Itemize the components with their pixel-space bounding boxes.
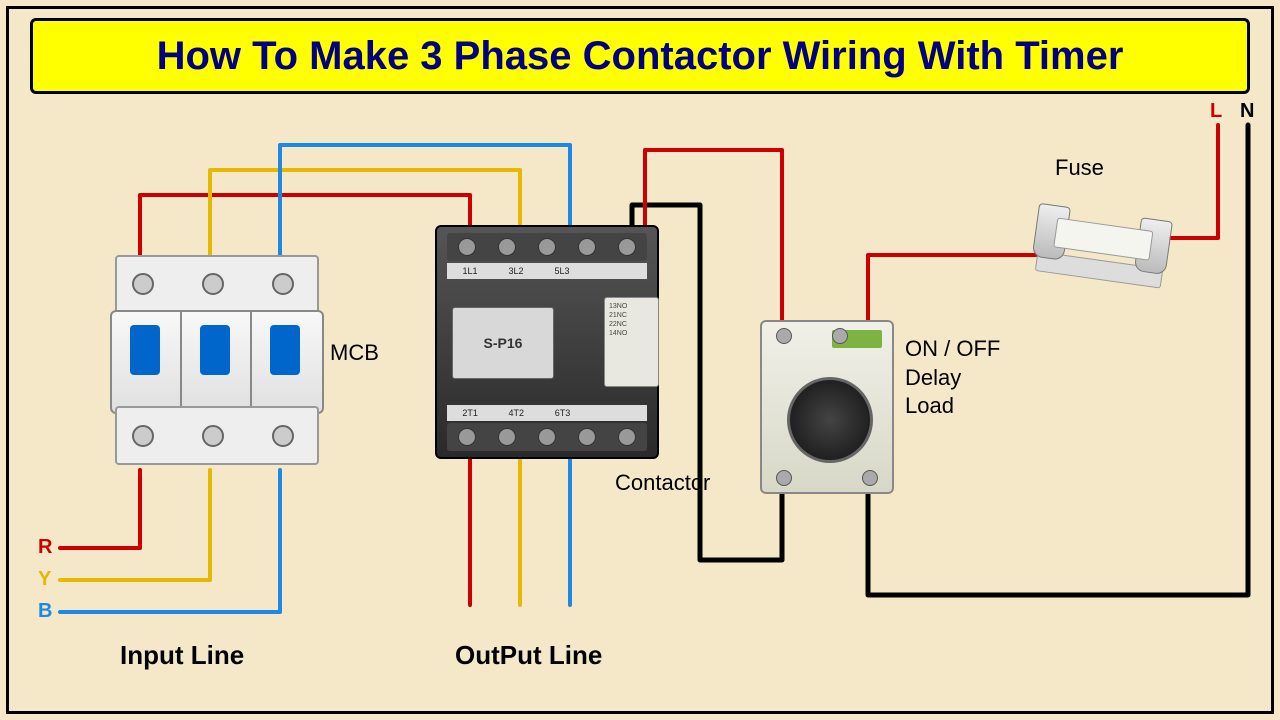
contactor-label: Contactor [615,470,710,496]
title-bar: How To Make 3 Phase Contactor Wiring Wit… [30,18,1250,94]
output-line-label: OutPut Line [455,640,602,671]
neutral-n-label: N [1240,100,1254,123]
contactor-top-terminals [447,233,647,261]
fuse-cartridge [1053,218,1153,261]
mcb-terminal [132,425,154,447]
timer-terminal [776,328,792,344]
mcb-switch-r [130,325,160,375]
contactor-aux-block: 13NO 21NC 22NC 14NO [604,297,659,387]
mcb-terminal [272,425,294,447]
mcb-divider [250,310,252,410]
input-line-label: Input Line [120,640,244,671]
phase-y-label: Y [38,568,51,591]
contactor-bottom-terminals [447,423,647,451]
line-l-label: L [1210,100,1222,123]
timer-terminal [832,328,848,344]
mcb-switch-y [200,325,230,375]
contactor-bottom-labels: 2T1 4T2 6T3 [447,405,647,421]
mcb-terminal [202,425,224,447]
mcb-terminal [272,273,294,295]
timer-component [760,320,894,494]
timer-terminal [862,470,878,486]
mcb-terminal [202,273,224,295]
fuse-label: Fuse [1055,155,1104,181]
timer-dial [787,377,873,463]
timer-label: ON / OFF Delay Load [905,335,1000,421]
timer-terminal [776,470,792,486]
mcb-switch-b [270,325,300,375]
mcb-label: MCB [330,340,379,366]
phase-r-label: R [38,536,52,559]
contactor-nameplate: S-P16 [452,307,554,379]
phase-b-label: B [38,600,52,623]
title-text: How To Make 3 Phase Contactor Wiring Wit… [157,34,1124,79]
contactor-top-labels: 1L1 3L2 5L3 [447,263,647,279]
mcb-terminal [132,273,154,295]
contactor-component: 1L1 3L2 5L3 S-P16 13NO 21NC 22NC 14NO 2T… [435,225,659,459]
mcb-divider [180,310,182,410]
mcb-component [110,255,320,465]
